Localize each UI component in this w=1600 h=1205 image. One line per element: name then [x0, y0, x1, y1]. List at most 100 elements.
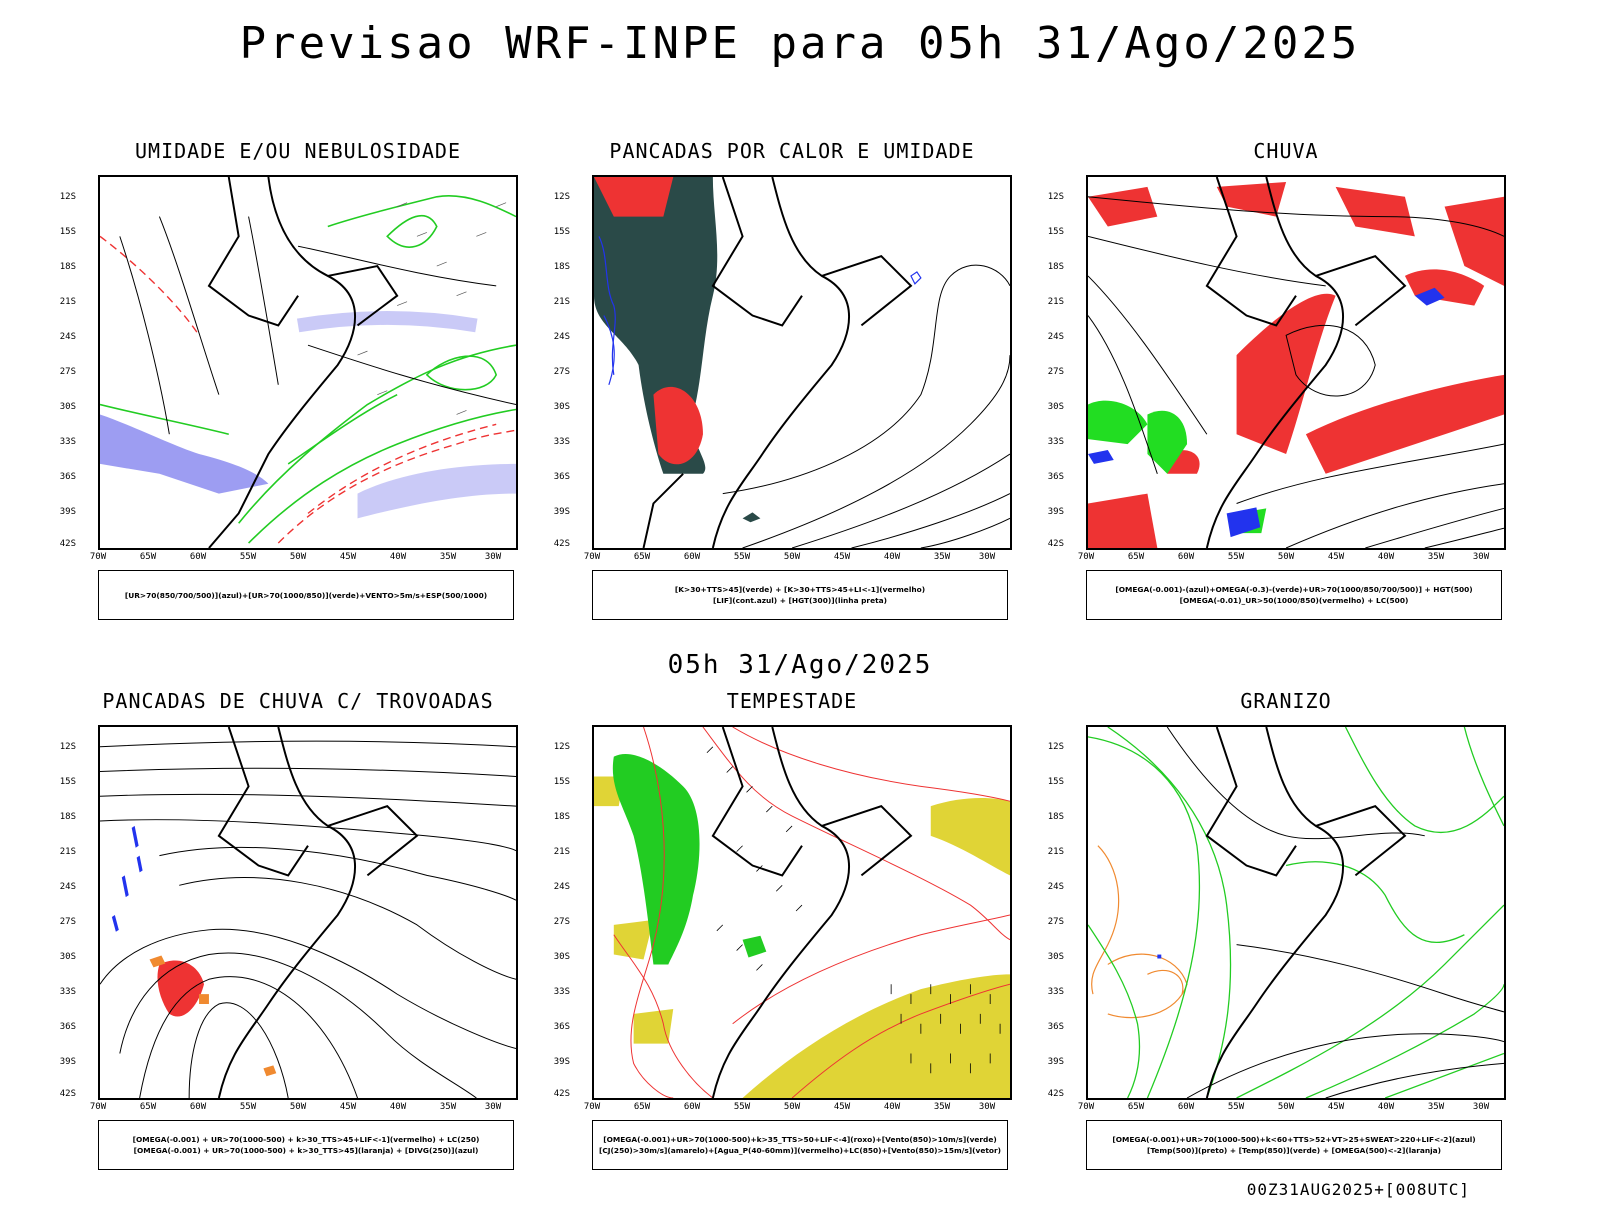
lat-label: 36S [553, 1022, 570, 1032]
lat-label: 21S [553, 297, 570, 307]
lon-label: 65W [1127, 1102, 1145, 1112]
storm-orange-area [149, 955, 277, 1077]
lon-label: 50W [289, 552, 307, 562]
lat-label: 39S [59, 1057, 76, 1067]
legend-line: [OMEGA(-0.001) + UR>70(1000-500) + k>30_… [133, 1146, 479, 1155]
lon-label: 60W [683, 552, 701, 562]
lat-label: 24S [1047, 332, 1064, 342]
lat-label: 12S [1047, 192, 1064, 202]
coastline [207, 177, 399, 548]
hgt500-contours [1088, 196, 1504, 548]
lat-label: 18S [59, 812, 76, 822]
lon-label: 70W [1077, 552, 1095, 562]
lon-label: 60W [189, 1102, 207, 1112]
lon-label: 35W [933, 552, 951, 562]
lon-label: 50W [783, 552, 801, 562]
lon-label: 60W [683, 1102, 701, 1112]
lat-label: 18S [553, 262, 570, 272]
lat-label: 24S [553, 332, 570, 342]
lon-label: 70W [583, 552, 601, 562]
lon-label: 55W [239, 1102, 257, 1112]
lon-label: 50W [1277, 1102, 1295, 1112]
lat-label: 15S [1047, 777, 1064, 787]
lat-label: 12S [59, 192, 76, 202]
panel-legend: [OMEGA(-0.001)+UR>70(1000-500)+k>35_TTS>… [592, 1120, 1008, 1170]
lat-label: 21S [59, 847, 76, 857]
lon-label: 65W [633, 1102, 651, 1112]
lat-label: 33S [59, 987, 76, 997]
lat-label: 15S [59, 227, 76, 237]
lon-label: 50W [783, 1102, 801, 1112]
lon-label: 45W [1327, 1102, 1345, 1112]
lat-label: 21S [59, 297, 76, 307]
lat-label: 39S [59, 507, 76, 517]
lat-label: 15S [1047, 227, 1064, 237]
rain-blue-areas [1088, 287, 1445, 538]
lat-label: 24S [59, 882, 76, 892]
lon-label: 40W [883, 552, 901, 562]
panel-trovoadas: PANCADAS DE CHUVA C/ TROVOADAS [60, 689, 518, 1205]
lat-label: 24S [553, 882, 570, 892]
lat-label: 15S [553, 227, 570, 237]
temp850-green-contours [1088, 727, 1504, 1098]
lat-label: 36S [59, 472, 76, 482]
lon-label: 70W [89, 552, 107, 562]
lat-label: 18S [1047, 262, 1064, 272]
legend-line: [OMEGA(-0.001) + UR>70(1000-500) + k>30_… [132, 1135, 480, 1144]
lat-label: 42S [553, 539, 570, 549]
lat-label: 36S [553, 472, 570, 482]
lon-label: 45W [339, 1102, 357, 1112]
wind-vectors [706, 746, 1001, 1074]
lat-label: 36S [59, 1022, 76, 1032]
omega-orange-contours [1091, 845, 1188, 1019]
lon-label: 70W [1077, 1102, 1095, 1112]
lon-label: 55W [733, 552, 751, 562]
panel-umidade: UMIDADE E/OU NEBULOSIDADE [60, 139, 518, 655]
lon-label: 30W [1472, 552, 1490, 562]
lat-label: 24S [1047, 882, 1064, 892]
lat-label: 36S [1047, 472, 1064, 482]
black-isobars [119, 216, 516, 435]
panel-pancadas-calor: PANCADAS POR CALOR E UMIDADE [554, 139, 1012, 655]
lat-label: 27S [553, 917, 570, 927]
lat-label: 15S [553, 777, 570, 787]
lon-label: 35W [933, 1102, 951, 1112]
lon-label: 45W [833, 1102, 851, 1112]
lat-label: 27S [59, 367, 76, 377]
legend-line: [OMEGA(-0.01)_UR>50(1000/850)(vermelho) … [1179, 596, 1409, 605]
lif-blue-contours [598, 236, 922, 385]
lon-label: 65W [139, 1102, 157, 1112]
lat-label: 30S [59, 952, 76, 962]
lon-label: 30W [1472, 1102, 1490, 1112]
map-granizo [1086, 725, 1506, 1100]
lon-label: 45W [1327, 552, 1345, 562]
map-chuva [1086, 175, 1506, 550]
panel-title: UMIDADE E/OU NEBULOSIDADE [134, 139, 462, 163]
red-dashed-contours [100, 235, 516, 544]
lon-label: 50W [289, 1102, 307, 1112]
panel-title: PANCADAS POR CALOR E UMIDADE [609, 139, 975, 163]
lat-label: 30S [1047, 952, 1064, 962]
lat-label: 33S [59, 437, 76, 447]
legend-line: [LIF](cont.azul) + [HGT(300)](linha pret… [713, 596, 887, 605]
coastline [1205, 177, 1407, 548]
lon-label: 30W [978, 1102, 996, 1112]
legend-line: [OMEGA(-0.001)+UR>70(1000-500)+k<60+TTS>… [1112, 1135, 1476, 1144]
lat-label: 42S [59, 1089, 76, 1099]
panel-title: GRANIZO [1240, 689, 1332, 713]
lon-label: 45W [833, 552, 851, 562]
lon-label: 55W [1227, 1102, 1245, 1112]
hail-blue-marks [1157, 954, 1162, 959]
lat-label: 39S [553, 507, 570, 517]
lon-label: 50W [1277, 552, 1295, 562]
legend-line: [OMEGA(-0.001)-(azul)+OMEGA(-0.3)-(verde… [1115, 585, 1473, 594]
panel-legend: [OMEGA(-0.001)-(azul)+OMEGA(-0.3)-(verde… [1086, 570, 1502, 620]
lon-label: 35W [439, 552, 457, 562]
humidity-blue-area [100, 414, 269, 494]
lon-label: 40W [389, 1102, 407, 1112]
rain-red-areas [1088, 181, 1504, 548]
lat-label: 27S [59, 917, 76, 927]
lat-label: 33S [1047, 987, 1064, 997]
precip-water-red-contours [613, 727, 1010, 1098]
wind-arrows [357, 202, 507, 415]
